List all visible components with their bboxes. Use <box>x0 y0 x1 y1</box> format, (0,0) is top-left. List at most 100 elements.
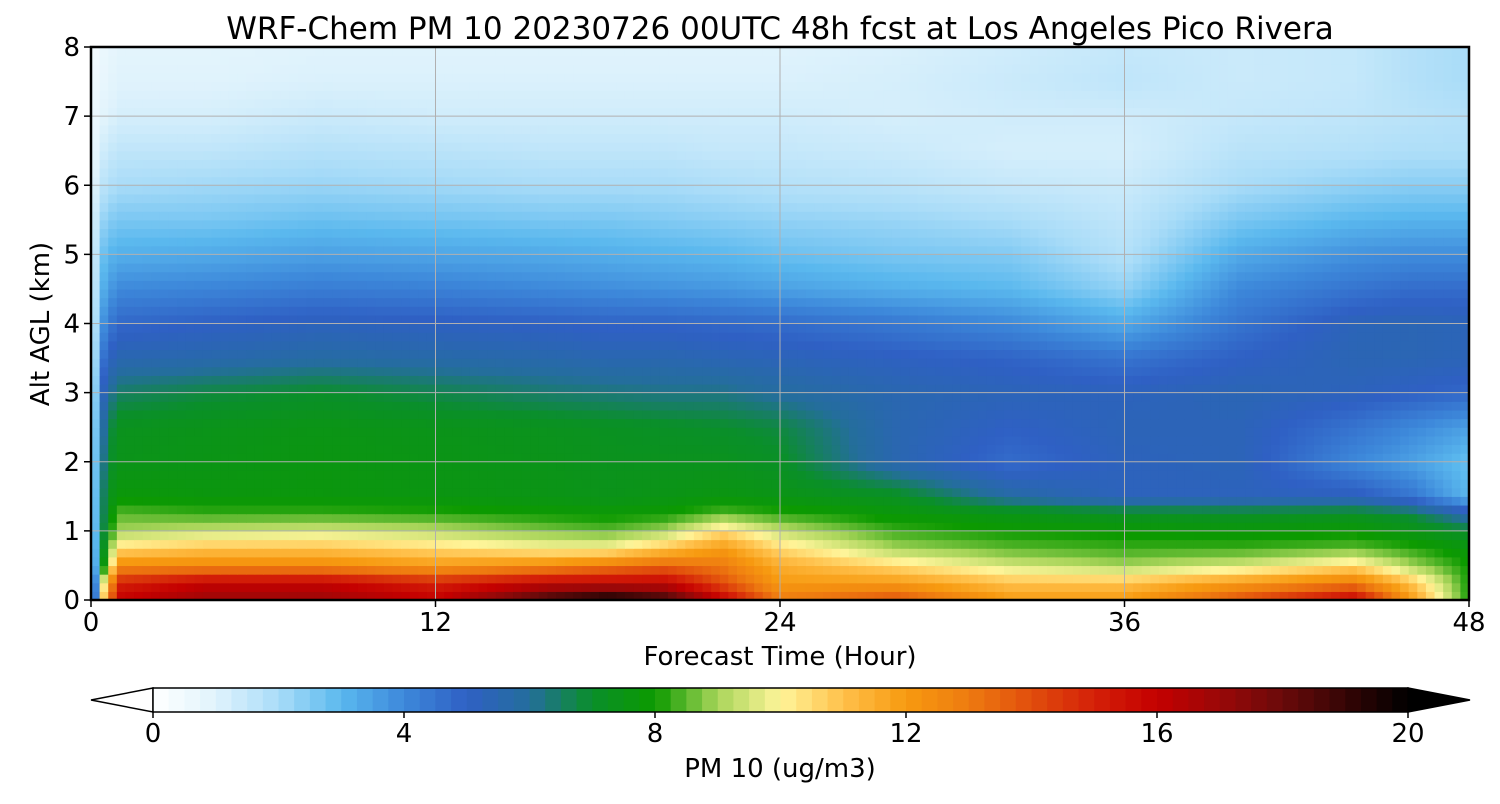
heatmap-cell <box>1417 444 1427 454</box>
heatmap-cell <box>426 556 437 567</box>
heatmap-cell <box>1296 418 1306 428</box>
heatmap-cell <box>935 548 945 558</box>
heatmap-cell <box>246 591 256 601</box>
heatmap-cell <box>1219 418 1229 428</box>
heatmap-cell <box>1184 487 1194 497</box>
heatmap-cell <box>917 340 928 351</box>
heatmap-cell <box>952 409 962 420</box>
heatmap-cell <box>99 513 109 523</box>
heatmap-cell <box>1046 513 1057 523</box>
heatmap-cell <box>237 548 247 558</box>
heatmap-cell <box>504 556 514 567</box>
heatmap-cell <box>306 332 316 342</box>
heatmap-cell <box>866 565 876 575</box>
heatmap-cell <box>935 487 945 497</box>
heatmap-cell <box>487 574 497 584</box>
heatmap-cell <box>530 582 540 592</box>
heatmap-cell <box>1357 548 1367 558</box>
heatmap-cell <box>556 582 566 592</box>
heatmap-cell <box>917 409 928 420</box>
heatmap-cell <box>1003 591 1014 601</box>
heatmap-cell <box>1072 340 1083 351</box>
heatmap-cell <box>375 574 385 584</box>
heatmap-cell <box>323 574 333 584</box>
heatmap-cell <box>1331 401 1341 411</box>
heatmap-cell <box>935 496 945 506</box>
heatmap-cell <box>969 556 979 567</box>
heatmap-cell <box>538 383 549 394</box>
heatmap-cell <box>624 461 635 471</box>
heatmap-cell <box>1339 513 1350 523</box>
heatmap-cell <box>1313 479 1324 489</box>
heatmap-cell <box>495 470 505 480</box>
heatmap-cell <box>452 539 462 549</box>
heatmap-cell <box>599 513 609 523</box>
heatmap-cell <box>719 565 729 575</box>
heatmap-cell <box>1262 487 1272 497</box>
heatmap-cell <box>1236 435 1246 446</box>
heatmap-cell <box>917 539 928 549</box>
heatmap-cell <box>1434 479 1444 489</box>
heatmap-cell <box>1245 513 1255 523</box>
heatmap-cell <box>1253 366 1263 376</box>
heatmap-cell <box>650 340 661 351</box>
heatmap-cell <box>1055 548 1065 558</box>
heatmap-cell <box>1288 539 1298 549</box>
heatmap-cell <box>1451 401 1461 411</box>
heatmap-cell <box>1288 427 1298 437</box>
heatmap-cell <box>237 323 247 333</box>
heatmap-cell <box>1064 574 1074 584</box>
heatmap-cell <box>194 504 204 515</box>
heatmap-cell <box>91 366 101 376</box>
heatmap-cell <box>1451 453 1461 463</box>
heatmap-cell <box>392 574 402 584</box>
heatmap-cell <box>487 548 497 558</box>
heatmap-cell <box>866 453 876 463</box>
heatmap-cell <box>1270 479 1281 489</box>
heatmap-cell <box>1348 418 1358 428</box>
heatmap-cell <box>435 401 445 411</box>
heatmap-cell <box>547 582 557 592</box>
heatmap-cell <box>142 358 152 368</box>
heatmap-cell <box>702 435 712 446</box>
heatmap-cell <box>1279 435 1289 446</box>
heatmap-cell <box>685 453 695 463</box>
heatmap-cell <box>237 444 247 454</box>
heatmap-cell <box>332 470 342 480</box>
heatmap-cell <box>151 539 161 549</box>
heatmap-cell <box>599 349 609 359</box>
heatmap-cell <box>99 392 109 402</box>
heatmap-cell <box>840 504 850 515</box>
heatmap-cell <box>263 556 273 567</box>
heatmap-cell <box>728 591 738 601</box>
heatmap-cell <box>754 582 764 592</box>
heatmap-cell <box>883 582 893 592</box>
heatmap-cell <box>1124 522 1134 532</box>
heatmap-cell <box>676 479 686 489</box>
heatmap-cell <box>151 409 161 420</box>
heatmap-cell <box>306 461 316 471</box>
heatmap-cell <box>1141 453 1151 463</box>
heatmap-cell <box>762 504 772 515</box>
heatmap-cell <box>469 453 480 463</box>
heatmap-cell <box>1382 556 1393 567</box>
heatmap-cell <box>323 375 333 385</box>
heatmap-cell <box>461 539 471 549</box>
heatmap-cell <box>1210 513 1220 523</box>
heatmap-cell <box>650 409 661 420</box>
heatmap-cell <box>159 375 170 385</box>
heatmap-cell <box>659 574 669 584</box>
heatmap-cell <box>590 453 600 463</box>
heatmap-cell <box>848 358 859 368</box>
heatmap-cell <box>521 375 531 385</box>
heatmap-cell <box>780 556 790 567</box>
heatmap-cell <box>1331 332 1341 342</box>
heatmap-cell <box>177 366 187 376</box>
heatmap-cell <box>323 401 333 411</box>
heatmap-cell <box>366 383 376 394</box>
heatmap-cell <box>1184 409 1194 420</box>
heatmap-cell <box>1443 591 1453 601</box>
heatmap-cell <box>1158 539 1169 549</box>
heatmap-cell <box>960 401 971 411</box>
heatmap-cell <box>573 479 583 489</box>
